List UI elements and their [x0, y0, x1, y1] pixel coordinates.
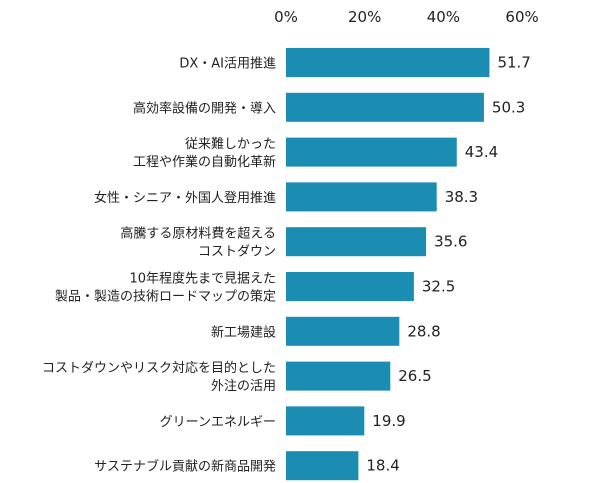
value-labels: 51.7 50.3 43.4 38.3 35.6 32.5 28.8 26.5 19.9 18.4 — [366, 54, 530, 475]
category-label-line: 外注の活用 — [211, 379, 276, 394]
bar-value-label: 32.5 — [422, 278, 455, 296]
bar-value-label: 43.4 — [465, 143, 498, 161]
bar-value-label: 19.9 — [372, 412, 405, 430]
category-label: コストダウンやリスク対応を目的とした外注の活用 — [42, 360, 276, 394]
category-label-line: 工程や作業の自動化革新 — [133, 154, 276, 170]
category-label-line: 女性・シニア・外国人登用推進 — [94, 190, 276, 206]
bar — [286, 451, 359, 481]
category-label: サステナブル貢献の新商品開発 — [94, 459, 276, 475]
category-label-line: 新工場建設 — [211, 324, 276, 340]
bar — [286, 92, 484, 122]
category-label-line: 製品・製造の技術ロードマップの策定 — [55, 289, 276, 305]
bar-value-label: 50.3 — [492, 98, 525, 116]
category-label: DX・AI活用推進 — [179, 57, 276, 72]
category-label-line: DX・AI活用推進 — [179, 57, 276, 72]
bar — [286, 272, 414, 301]
x-axis: 0% 20% 40% 60% — [274, 8, 539, 26]
bar-value-label: 28.8 — [407, 322, 440, 340]
category-label-line: コストダウン — [198, 245, 276, 260]
bar — [286, 48, 490, 77]
x-tick-label: 60% — [505, 8, 538, 26]
bar-value-label: 18.4 — [366, 457, 399, 475]
bar — [286, 361, 391, 391]
bar — [286, 137, 457, 167]
category-label: 新工場建設 — [211, 324, 276, 340]
bar-value-label: 26.5 — [398, 367, 431, 385]
category-label: 高効率設備の開発・導入 — [133, 100, 276, 116]
x-tick-label: 40% — [427, 8, 460, 26]
bar-value-label: 35.6 — [434, 233, 467, 251]
category-label: 10年程度先まで見据えた製品・製造の技術ロードマップの策定 — [55, 271, 276, 305]
category-label-line: 10年程度先まで見据えた — [129, 271, 276, 287]
bar — [286, 406, 365, 436]
category-label-line: コストダウンやリスク対応を目的とした — [42, 360, 276, 376]
bar-value-label: 51.7 — [497, 54, 530, 72]
category-label: 従来難しかった工程や作業の自動化革新 — [133, 137, 276, 170]
category-label: グリーンエネルギー — [160, 415, 276, 430]
bars — [286, 48, 490, 481]
bar-value-label: 38.3 — [445, 188, 478, 206]
bar — [286, 316, 400, 346]
x-tick-label: 0% — [274, 8, 298, 26]
category-label-line: グリーンエネルギー — [160, 415, 276, 430]
category-label-line: 高騰する原材料費を超える — [120, 226, 276, 242]
bar — [286, 227, 427, 257]
category-label: 高騰する原材料費を超えるコストダウン — [120, 226, 276, 260]
category-labels: DX・AI活用推進高効率設備の開発・導入従来難しかった工程や作業の自動化革新女性… — [42, 57, 276, 475]
bar — [286, 182, 437, 212]
category-label: 女性・シニア・外国人登用推進 — [94, 190, 276, 206]
category-label-line: サステナブル貢献の新商品開発 — [94, 459, 276, 475]
category-label-line: 従来難しかった — [185, 137, 276, 152]
x-tick-label: 20% — [348, 8, 381, 26]
category-label-line: 高効率設備の開発・導入 — [133, 100, 276, 116]
